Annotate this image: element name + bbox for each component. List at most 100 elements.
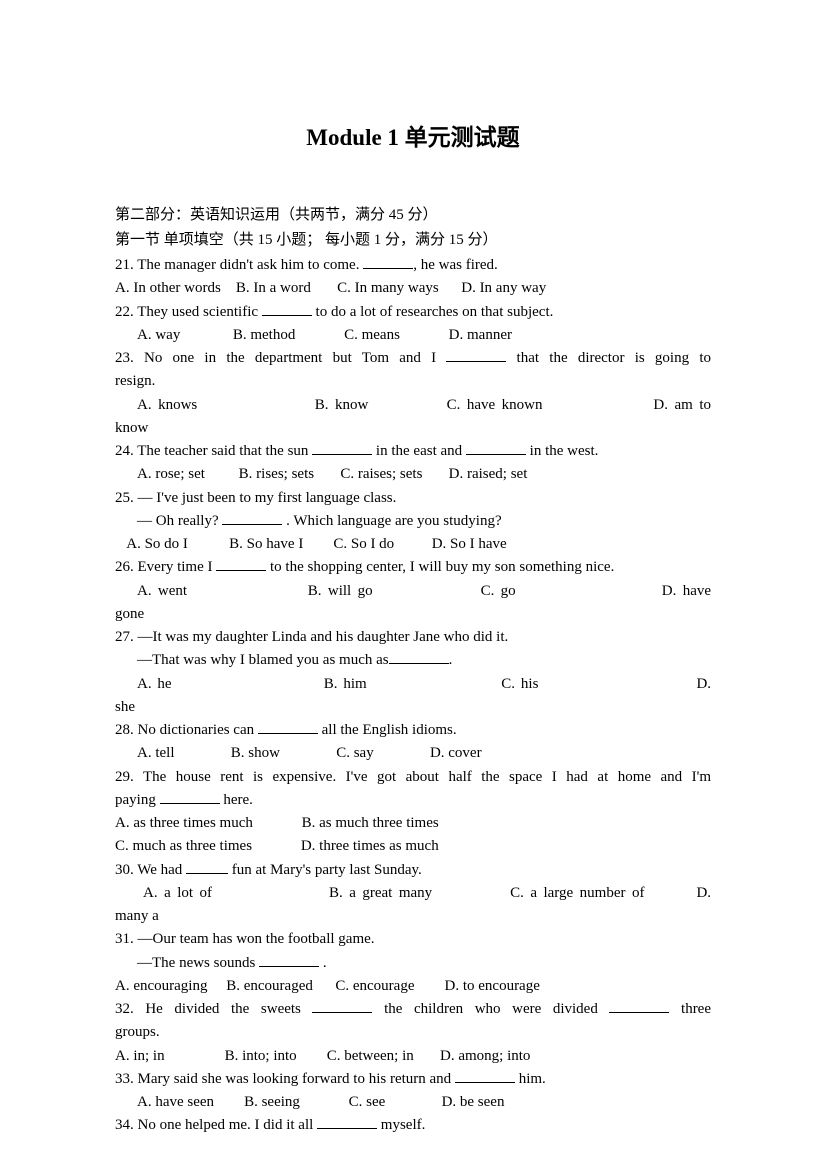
q23-text-a: No one in the department but Tom and I [144, 350, 446, 366]
q34-num: 34. [115, 1117, 134, 1133]
q25-opt-c: C. So I do [333, 536, 394, 552]
q30-opt-d: D. [696, 885, 711, 901]
q22-text-a: They used scientific [137, 304, 262, 320]
q32-opt-a: A. in; in [115, 1048, 165, 1064]
q28-opt-d: D. cover [430, 745, 482, 761]
q34-text-a: No one helped me. I did it all [138, 1117, 318, 1133]
q23-opt-d: D. am to [653, 397, 711, 413]
q26-opt-a: A. went [137, 583, 187, 599]
q29-text-a: The house rent is expensive. I've got ab… [143, 769, 711, 785]
q24-opt-d: D. raised; set [449, 466, 528, 482]
q28-opt-b: B. show [231, 745, 280, 761]
q32-text-a: He divided the sweets [145, 1001, 312, 1017]
q22-opt-c: C. means [344, 327, 400, 343]
q25-num: 25. [115, 490, 134, 506]
q24-text-b: in the east and [372, 443, 466, 459]
question-29: 29. The house rent is expensive. I've go… [115, 766, 711, 789]
q31-line2: —The news sounds . [115, 952, 711, 975]
q28-opt-c: C. say [336, 745, 374, 761]
q29-options-1: A. as three times much B. as much three … [115, 812, 711, 835]
q21-text-a: The manager didn't ask him to come. [137, 257, 363, 273]
q21-text-b: , he was fired. [413, 257, 498, 273]
q31-options: A. encouraging B. encouraged C. encourag… [115, 975, 711, 998]
question-26: 26. Every time I to the shopping center,… [115, 556, 711, 579]
q31-opt-b: B. encouraged [226, 978, 313, 994]
q29-opt-a: A. as three times much [115, 815, 253, 831]
question-31: 31. —Our team has won the football game. [115, 928, 711, 951]
q29-line2: paying here. [115, 789, 711, 812]
q24-opt-c: C. raises; sets [340, 466, 422, 482]
q33-text-a: Mary said she was looking forward to his… [138, 1071, 455, 1087]
q31-text-b: —The news sounds [137, 955, 259, 971]
blank [455, 1069, 515, 1083]
q26-text-b: to the shopping center, I will buy my so… [266, 559, 614, 575]
q26-opt-d: D. have [662, 583, 711, 599]
blank [262, 302, 312, 316]
question-34: 34. No one helped me. I did it all mysel… [115, 1114, 711, 1137]
blank [222, 511, 282, 525]
q27-text-a: —It was my daughter Linda and his daught… [138, 629, 509, 645]
question-28: 28. No dictionaries can all the English … [115, 719, 711, 742]
q30-num: 30. [115, 862, 134, 878]
q21-options: A. In other words B. In a word C. In man… [115, 277, 711, 300]
q26-text-a: Every time I [138, 559, 217, 575]
q32-opt-d: D. among; into [440, 1048, 530, 1064]
q29-opt-d: D. three times as much [301, 838, 439, 854]
q24-num: 24. [115, 443, 134, 459]
q33-opt-d: D. be seen [442, 1094, 505, 1110]
question-27: 27. —It was my daughter Linda and his da… [115, 626, 711, 649]
question-33: 33. Mary said she was looking forward to… [115, 1068, 711, 1091]
q28-opt-a: A. tell [137, 745, 175, 761]
question-25: 25. — I've just been to my first languag… [115, 487, 711, 510]
blank [389, 651, 449, 665]
q29-text-b: paying [115, 792, 160, 808]
q24-text-c: in the west. [526, 443, 599, 459]
q26-opt-b: B. will go [308, 583, 373, 599]
q33-options: A. have seen B. seeing C. see D. be seen [115, 1091, 711, 1114]
q31-opt-a: A. encouraging [115, 978, 207, 994]
q22-num: 22. [115, 304, 134, 320]
q25-text-b: — Oh really? [137, 513, 222, 529]
question-32: 32. He divided the sweets the children w… [115, 998, 711, 1021]
q23-opt-c: C. have known [447, 397, 543, 413]
q24-opt-b: B. rises; sets [239, 466, 314, 482]
blank [466, 442, 526, 456]
q32-text-b: the children who were divided [372, 1001, 609, 1017]
q23-text-c: resign. [115, 370, 711, 393]
q28-text-b: all the English idioms. [318, 722, 457, 738]
q32-num: 32. [115, 1001, 134, 1017]
blank [446, 349, 506, 363]
blank [216, 558, 266, 572]
q31-opt-d: D. to encourage [445, 978, 540, 994]
q27-opt-d2: she [115, 696, 711, 719]
q23-text-b: that the director is going to [506, 350, 711, 366]
section-2-1-header: 第一节 单项填空（共 15 小题； 每小题 1 分，满分 15 分） [115, 229, 711, 252]
q30-opt-c: C. a large number of [510, 885, 644, 901]
q29-opt-c: C. much as three times [115, 838, 252, 854]
question-21: 21. The manager didn't ask him to come. … [115, 254, 711, 277]
q22-opt-b: B. method [233, 327, 296, 343]
q27-opt-a: A. he [137, 676, 172, 692]
q27-opt-b: B. him [324, 676, 367, 692]
q22-opt-a: A. way [137, 327, 180, 343]
q23-opt-d2: know [115, 417, 711, 440]
question-23: 23. No one in the department but Tom and… [115, 347, 711, 370]
blank [609, 1000, 669, 1014]
q23-opt-b: B. know [315, 397, 369, 413]
q34-text-b: myself. [377, 1117, 425, 1133]
q27-opt-d: D. [696, 676, 711, 692]
blank [258, 721, 318, 735]
q26-opt-d2: gone [115, 603, 711, 626]
q21-opt-a: A. In other words [115, 280, 221, 296]
q27-line2: —That was why I blamed you as much as. [115, 649, 711, 672]
q33-text-b: him. [515, 1071, 546, 1087]
q33-opt-b: B. seeing [244, 1094, 300, 1110]
q25-opt-b: B. So have I [229, 536, 303, 552]
q31-text-a: —Our team has won the football game. [138, 931, 375, 947]
q33-opt-a: A. have seen [137, 1094, 214, 1110]
q25-options: A. So do I B. So have I C. So I do D. So… [115, 533, 711, 556]
q32-opt-b: B. into; into [225, 1048, 297, 1064]
blank [160, 790, 220, 804]
q33-opt-c: C. see [349, 1094, 386, 1110]
q22-opt-d: D. manner [449, 327, 512, 343]
